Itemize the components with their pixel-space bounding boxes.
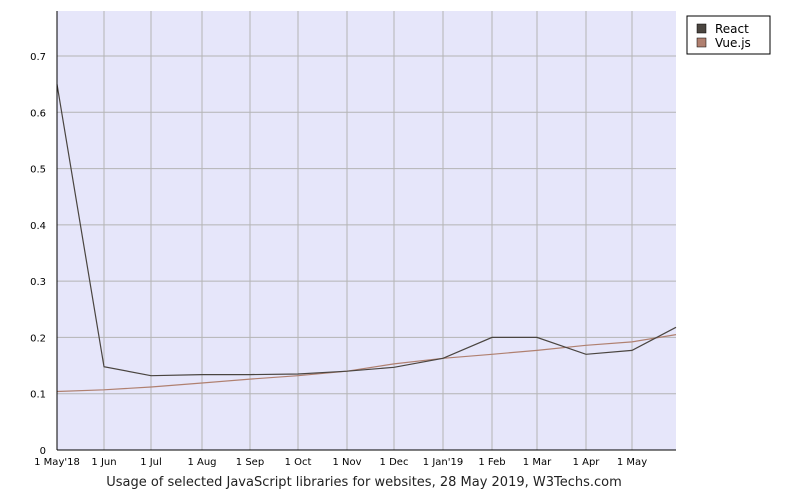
series-lines <box>56 84 677 393</box>
x-tick-label: 1 May <box>617 457 647 468</box>
y-tick-label: 0.7 <box>30 52 46 63</box>
x-tick-label: 1 May'18 <box>34 457 80 468</box>
x-tick-label: 1 Jul <box>140 457 162 468</box>
series-line-react <box>56 84 677 377</box>
series-line-vuejs <box>56 334 677 393</box>
y-tick-label: 0.6 <box>30 108 46 119</box>
x-tick-label: 1 Mar <box>523 457 552 468</box>
y-tick-label: 0.5 <box>30 165 46 176</box>
x-tick-label: 1 Apr <box>573 457 601 468</box>
y-tick-label: 0.3 <box>30 277 46 288</box>
legend-box <box>686 15 771 55</box>
chart-caption: Usage of selected JavaScript libraries f… <box>106 475 622 490</box>
x-tick-label: 1 Jun <box>91 457 116 468</box>
y-tick-label: 0.1 <box>30 390 46 401</box>
x-tick-label: 1 Feb <box>478 457 505 468</box>
x-tick-label: 1 Sep <box>236 457 264 468</box>
legend: React Vue.js <box>686 15 771 55</box>
grid <box>57 11 676 450</box>
x-tick-label: 1 Jan'19 <box>423 457 463 468</box>
y-tick-label: 0.2 <box>30 333 46 344</box>
y-tick-labels: 0 0.1 0.2 0.3 0.4 0.5 0.6 0.7 <box>30 52 46 457</box>
y-tick-label: 0.4 <box>30 221 46 232</box>
x-tick-label: 1 Dec <box>380 457 409 468</box>
plot-background <box>57 11 676 450</box>
legend-label-vuejs: Vue.js <box>715 36 751 50</box>
legend-swatch-react <box>696 23 707 34</box>
x-tick-label: 1 Oct <box>285 457 312 468</box>
x-tick-labels: 1 May'18 1 Jun 1 Jul 1 Aug 1 Sep 1 Oct 1 Nov 1 … <box>34 457 647 468</box>
y-tick-label: 0 <box>40 446 46 457</box>
x-tick-label: 1 Aug <box>187 457 216 468</box>
legend-swatch-vuejs <box>696 37 707 48</box>
legend-label-react: React <box>715 22 749 36</box>
x-tick-label: 1 Nov <box>332 457 361 468</box>
